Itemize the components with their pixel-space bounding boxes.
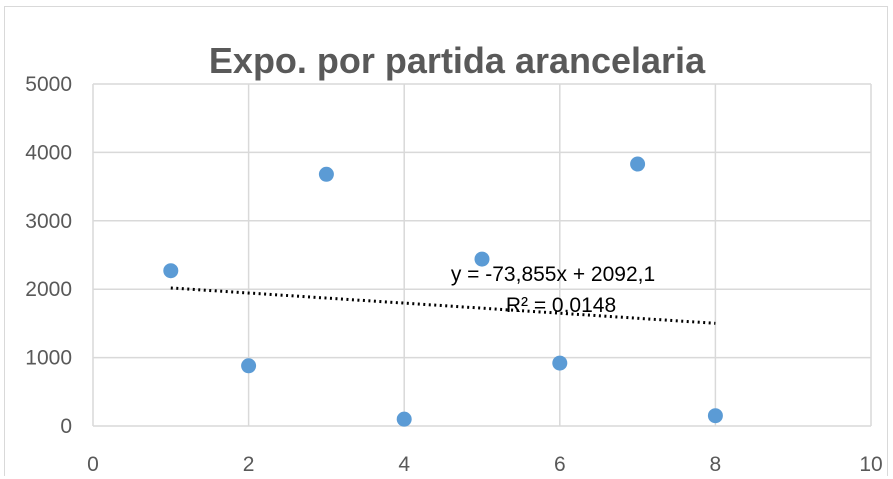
x-tick-label: 6 [554,453,566,476]
trendline-equation: y = -73,855x + 2092,1 [451,263,655,286]
y-tick-label: 4000 [25,141,72,164]
y-tick-label: 2000 [25,278,72,301]
y-tick-label: 3000 [25,210,72,233]
data-point [241,358,256,373]
x-tick-label: 0 [87,453,99,476]
trendline-r-squared: R² = 0,0148 [506,294,616,317]
x-tick-label: 2 [243,453,255,476]
x-tick-label: 4 [398,453,410,476]
x-tick-label: 8 [710,453,722,476]
point-layer [163,157,723,427]
y-tick-label: 5000 [25,73,72,96]
y-tick-label: 1000 [25,347,72,370]
trend-layer [171,288,716,323]
data-point [552,356,567,371]
y-tick-label: 0 [60,415,72,438]
chart-title: Expo. por partida arancelaria [209,40,706,81]
data-point [708,408,723,423]
trendline [171,288,716,323]
data-point [397,412,412,427]
x-tick-label: 10 [859,453,882,476]
data-point [319,167,334,182]
data-point [630,157,645,172]
data-point [163,263,178,278]
